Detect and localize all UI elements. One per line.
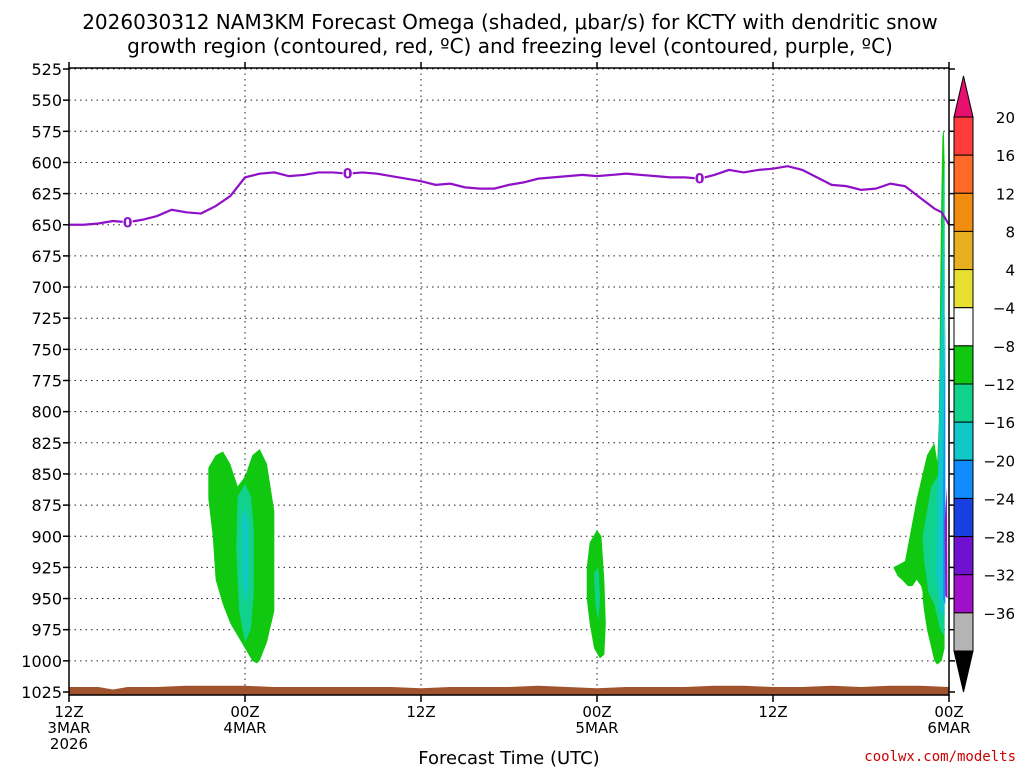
contour-label-bg <box>122 214 133 230</box>
omega-region <box>935 224 945 618</box>
colorbar-swatch <box>953 536 974 576</box>
y-tick-label: 1025 <box>21 683 62 702</box>
freezing-level-line <box>69 165 950 226</box>
x-tick-label: 12Z <box>406 703 435 721</box>
contour-label: 0 <box>123 215 133 231</box>
contour-label: 0 <box>695 172 705 188</box>
colorbar-swatch <box>953 192 974 232</box>
colorbar-label: 12 <box>996 185 1015 203</box>
x-tick-label: 3MAR <box>47 719 90 737</box>
y-axis: 525 550 575 600 625 650 675 700 725 750 775 800 825 8… <box>21 60 955 702</box>
colorbar: 20 16 12 8 4 −4 −8 −12 −16 −20 −24 −28 −32 −36 <box>953 75 1015 693</box>
colorbar-label: 4 <box>1005 262 1015 280</box>
y-tick-label: 1000 <box>21 652 62 671</box>
colorbar-label: −36 <box>983 605 1015 623</box>
colorbar-label: −4 <box>993 300 1015 318</box>
colorbar-label: 8 <box>1005 223 1015 241</box>
colorbar-swatch <box>953 116 974 156</box>
y-tick-label: 575 <box>31 122 62 141</box>
y-tick-label: 625 <box>31 185 62 204</box>
colorbar-swatch <box>953 230 974 271</box>
x-tick-label: 2026 <box>50 735 88 753</box>
y-tick-label: 525 <box>31 60 62 79</box>
contour-label-bg <box>342 165 353 181</box>
y-tick-label: 725 <box>31 309 62 328</box>
x-tick-label: 00Z <box>230 703 259 721</box>
x-tick-label: 6MAR <box>927 719 970 737</box>
x-tick-label: 00Z <box>934 703 963 721</box>
omega-region <box>594 567 600 621</box>
y-tick-label: 650 <box>31 216 62 235</box>
contour-label: 0 <box>343 167 353 183</box>
colorbar-swatch <box>953 421 974 461</box>
colorbar-swatch <box>953 307 974 347</box>
colorbar-label: −20 <box>983 452 1015 470</box>
y-tick-label: 775 <box>31 372 62 391</box>
chart-title-line-2: growth region (contoured, red, ºC) and f… <box>127 34 893 58</box>
colorbar-label: −28 <box>983 529 1015 547</box>
chart-title-line-1: 2026030312 NAM3KM Forecast Omega (shaded… <box>82 10 938 34</box>
colorbar-label: −8 <box>993 338 1015 356</box>
y-tick-label: 675 <box>31 247 62 266</box>
x-tick-label: 5MAR <box>575 719 618 737</box>
x-tick-label: 4MAR <box>223 719 266 737</box>
colorbar-top-arrow <box>953 75 974 118</box>
colorbar-label: −16 <box>983 414 1015 432</box>
y-tick-label: 700 <box>31 278 62 297</box>
colorbar-swatch <box>953 154 974 194</box>
terrain-area <box>69 685 949 695</box>
contour-label-bg <box>694 170 705 186</box>
plot-frame <box>68 67 950 696</box>
terrain-fill <box>69 685 949 695</box>
colorbar-swatch <box>953 497 974 538</box>
omega-region <box>242 508 248 605</box>
omega-region <box>944 486 948 599</box>
y-tick-label: 875 <box>31 496 62 515</box>
y-tick-label: 925 <box>31 558 62 577</box>
y-tick-label: 975 <box>31 621 62 640</box>
y-tick-label: 550 <box>31 91 62 110</box>
freezing-level-contour: 0 0 0 <box>69 165 950 231</box>
y-tick-label: 950 <box>31 590 62 609</box>
colorbar-label: −24 <box>983 490 1015 508</box>
y-tick-label: 800 <box>31 403 62 422</box>
x-axis-label: Forecast Time (UTC) <box>418 748 599 768</box>
colorbar-swatch <box>953 383 974 423</box>
colorbar-label: −12 <box>983 376 1015 394</box>
colorbar-label: 16 <box>996 147 1015 165</box>
colorbar-swatch <box>953 345 974 385</box>
y-tick-label: 600 <box>31 153 62 172</box>
grid-lines <box>68 68 950 695</box>
colorbar-swatch <box>953 612 974 652</box>
x-tick-label: 12Z <box>54 703 83 721</box>
colorbar-swatch <box>953 269 974 309</box>
colorbar-label: 20 <box>996 109 1015 127</box>
colorbar-label: −32 <box>983 567 1015 585</box>
credit-text: coolwx.com/modelts <box>864 749 1016 765</box>
y-tick-label: 900 <box>31 527 62 546</box>
colorbar-swatch <box>953 459 974 499</box>
x-tick-label: 12Z <box>758 703 787 721</box>
y-tick-label: 750 <box>31 340 62 359</box>
colorbar-bottom-arrow <box>953 650 974 693</box>
colorbar-swatch <box>953 574 974 614</box>
x-tick-label: 00Z <box>582 703 611 721</box>
y-tick-label: 825 <box>31 434 62 453</box>
y-tick-label: 850 <box>31 465 62 484</box>
omega-shading <box>208 131 948 665</box>
